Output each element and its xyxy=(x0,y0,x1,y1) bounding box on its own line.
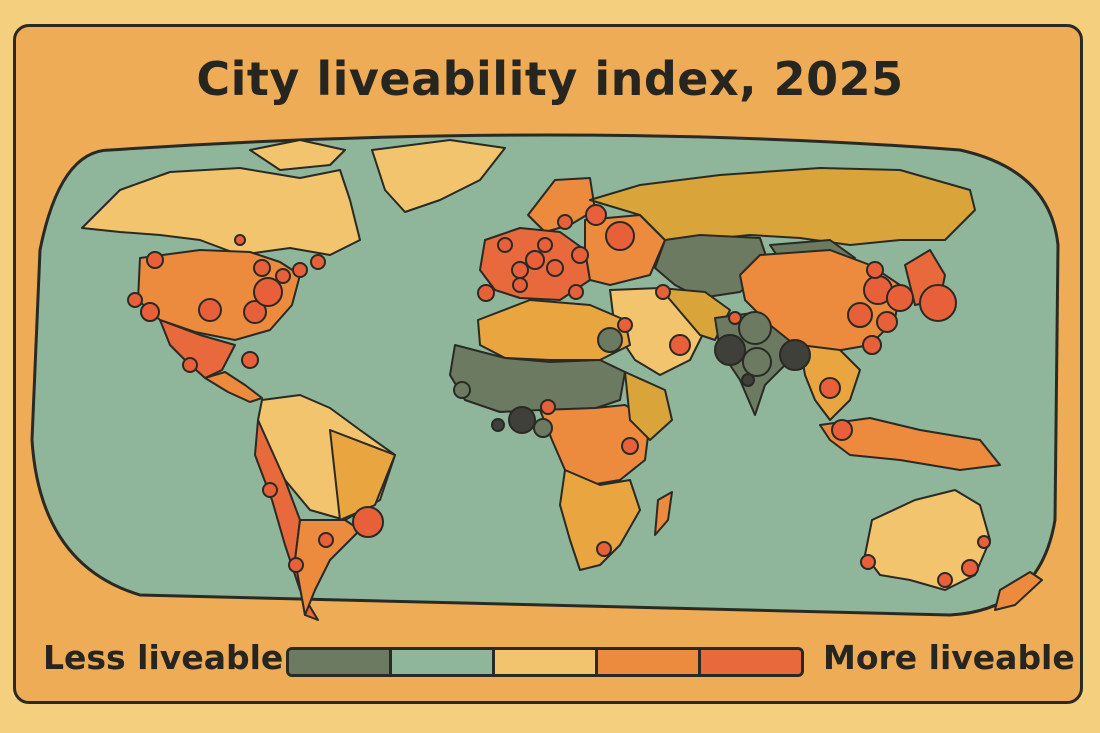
city-marker xyxy=(540,399,556,415)
city-marker xyxy=(571,246,589,264)
city-marker xyxy=(198,298,222,322)
city-marker xyxy=(234,234,246,246)
city-marker xyxy=(318,532,334,548)
city-marker xyxy=(243,300,267,324)
legend-swatch xyxy=(495,650,598,674)
city-marker xyxy=(862,335,882,355)
city-marker xyxy=(546,259,564,277)
city-marker xyxy=(253,277,283,307)
city-marker xyxy=(533,418,553,438)
city-marker xyxy=(977,535,991,549)
city-marker xyxy=(919,284,957,322)
city-marker xyxy=(961,559,979,577)
legend-swatch xyxy=(598,650,701,674)
city-marker xyxy=(585,204,607,226)
region-greenland xyxy=(371,139,506,213)
city-marker xyxy=(728,311,742,325)
city-marker xyxy=(937,572,953,588)
region-central-america xyxy=(204,371,263,403)
region-brazil-east xyxy=(329,429,396,521)
city-marker xyxy=(876,311,898,333)
city-marker xyxy=(738,311,772,345)
city-marker xyxy=(886,284,914,312)
city-marker xyxy=(669,334,691,356)
city-marker xyxy=(621,437,639,455)
city-marker xyxy=(262,482,278,498)
city-marker xyxy=(655,284,671,300)
region-southern-africa xyxy=(559,469,641,571)
region-central-africa xyxy=(539,404,651,486)
city-marker xyxy=(512,277,528,293)
city-marker xyxy=(742,347,772,377)
city-marker xyxy=(310,254,326,270)
legend-color-scale xyxy=(286,647,804,677)
city-marker xyxy=(819,377,841,399)
city-marker xyxy=(352,506,384,538)
region-arctic-islands xyxy=(249,139,346,171)
city-marker xyxy=(605,221,635,251)
city-marker xyxy=(831,419,853,441)
region-mexico xyxy=(159,319,236,379)
city-marker xyxy=(741,373,755,387)
city-marker xyxy=(866,261,884,279)
city-marker xyxy=(779,339,811,371)
city-marker xyxy=(275,268,291,284)
legend-swatch xyxy=(392,650,495,674)
city-marker xyxy=(847,302,873,328)
region-indonesia xyxy=(819,417,1001,471)
city-marker xyxy=(617,317,633,333)
city-marker xyxy=(714,334,746,366)
city-marker xyxy=(182,357,198,373)
city-marker xyxy=(288,557,304,573)
region-north-africa xyxy=(477,299,631,361)
city-marker xyxy=(146,251,164,269)
city-marker xyxy=(127,292,143,308)
city-marker xyxy=(568,284,584,300)
city-marker xyxy=(453,381,471,399)
city-marker xyxy=(596,541,612,557)
region-new-zealand xyxy=(994,571,1043,611)
city-marker xyxy=(508,406,536,434)
city-marker xyxy=(253,259,271,277)
city-marker xyxy=(860,554,876,570)
city-marker xyxy=(597,327,623,353)
city-marker xyxy=(241,351,259,369)
region-east-africa xyxy=(624,371,673,441)
city-marker xyxy=(292,262,308,278)
legend-swatch xyxy=(289,650,392,674)
legend-high-label: More liveable xyxy=(823,638,1075,677)
city-marker xyxy=(557,214,573,230)
region-madagascar xyxy=(654,491,673,536)
legend-low-label: Less liveable xyxy=(43,638,284,677)
map-title: City liveability index, 2025 xyxy=(196,52,904,106)
city-marker xyxy=(525,250,545,270)
city-marker xyxy=(537,237,553,253)
city-marker xyxy=(477,284,495,302)
city-marker xyxy=(140,302,160,322)
legend-swatch xyxy=(701,650,801,674)
city-marker xyxy=(511,261,529,279)
city-marker xyxy=(497,237,513,253)
city-marker xyxy=(491,418,505,432)
region-alaska-canada xyxy=(81,167,361,256)
